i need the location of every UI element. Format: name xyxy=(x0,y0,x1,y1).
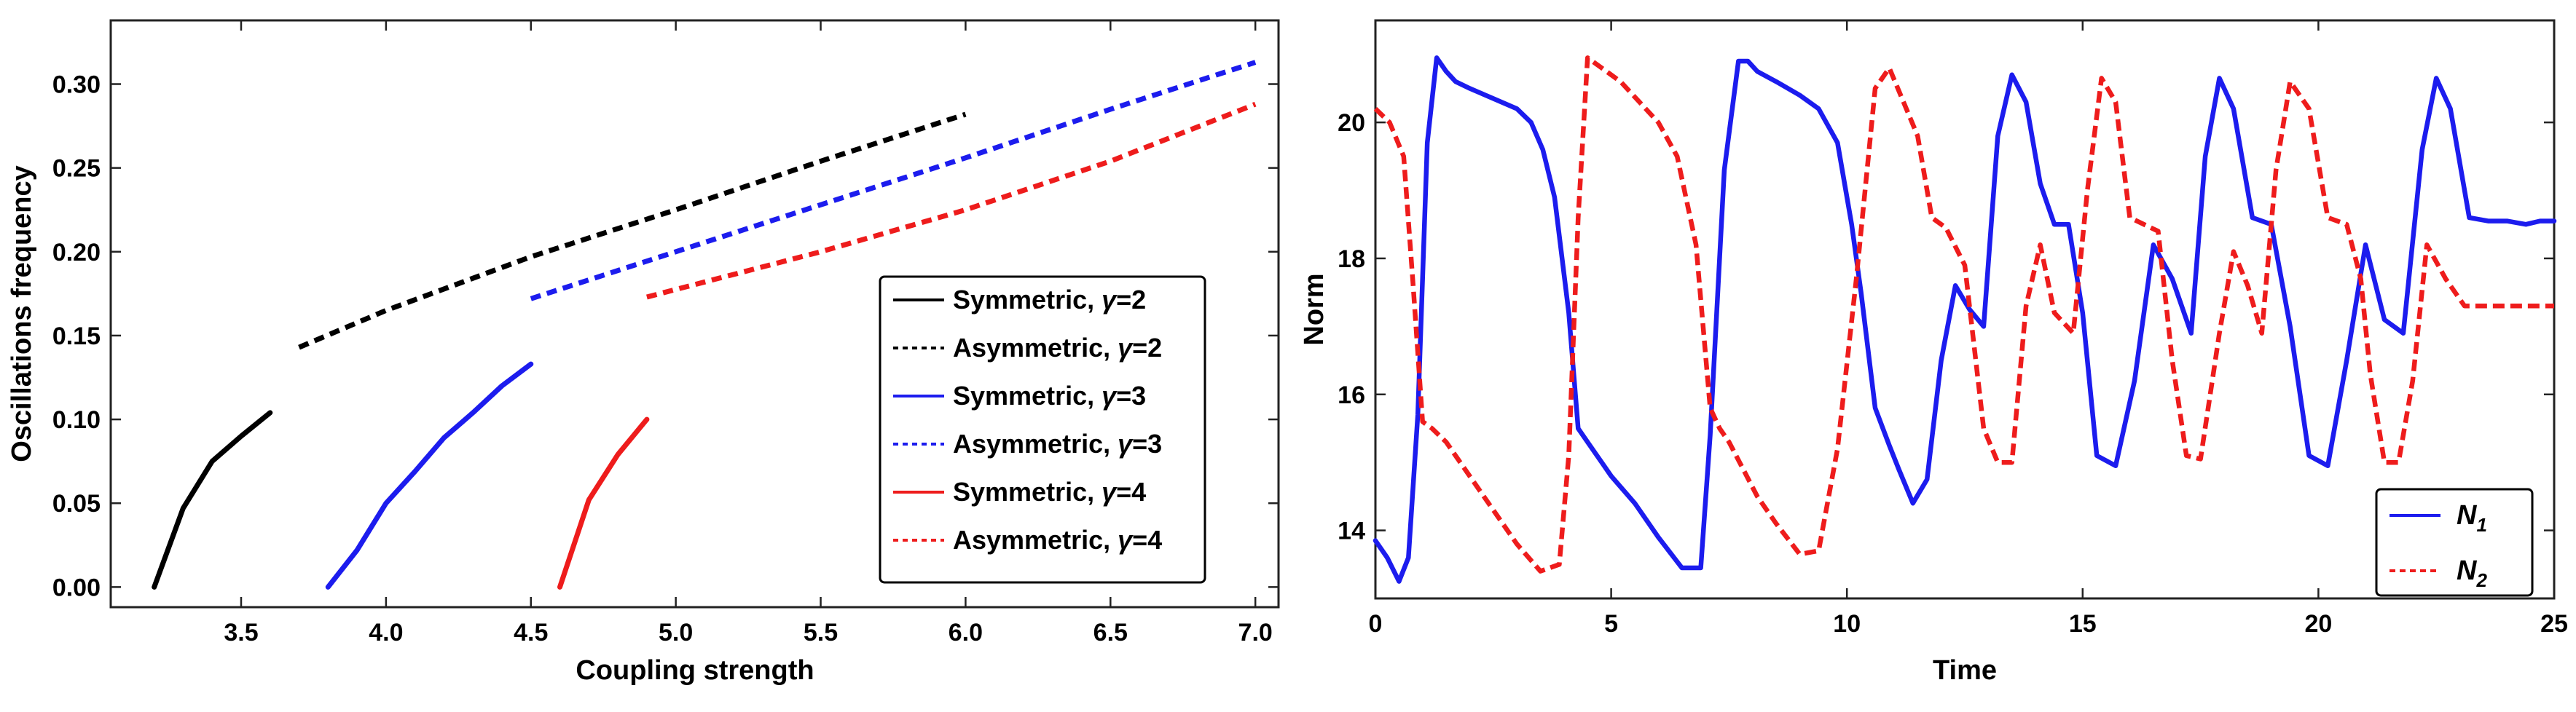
y-tick-label: 0.10 xyxy=(52,406,101,434)
legend-label-5: Asymmetric, γ=4 xyxy=(953,525,1162,555)
x-tick-label: 25 xyxy=(2540,610,2568,638)
right-x-axis-label: Time xyxy=(1933,655,1997,686)
left-legend: Symmetric, γ=2 Asymmetric, γ=2 Symmetric, … xyxy=(879,275,1206,584)
left-x-axis-label: Coupling strength xyxy=(576,655,814,686)
x-tick-label: 5.5 xyxy=(804,619,838,646)
right-plot-frame xyxy=(1374,19,2556,600)
x-tick-label: 5 xyxy=(1604,610,1618,638)
x-tick-label: 10 xyxy=(1833,610,1861,638)
x-tick-label: 15 xyxy=(2069,610,2097,638)
x-tick-label: 3.5 xyxy=(224,619,258,646)
x-tick-label: 7.0 xyxy=(1238,619,1273,646)
y-tick-label: 0.05 xyxy=(52,490,101,518)
left-legend-box xyxy=(879,275,1206,584)
right-legend: N1 N2 xyxy=(2375,488,2534,597)
series-line-left-4 xyxy=(557,416,650,590)
legend-label-right-0: N1 xyxy=(2457,500,2487,536)
y-tick-label: 18 xyxy=(1338,245,1365,273)
left-y-axis-label: Oscillations frequency xyxy=(7,165,37,462)
x-tick-label: 6.0 xyxy=(949,619,983,646)
series-line-right-1 xyxy=(1373,55,2554,574)
legend-label-4: Symmetric, γ=4 xyxy=(953,477,1146,507)
x-tick-label: 5.0 xyxy=(659,619,693,646)
legend-label-3: Asymmetric, γ=3 xyxy=(953,429,1162,459)
left-plot-frame xyxy=(109,19,1280,609)
x-tick-label: 20 xyxy=(2304,610,2332,638)
legend-label-1: Asymmetric, γ=2 xyxy=(953,333,1162,363)
series-line-left-5 xyxy=(646,101,1257,300)
legend-label-0: Symmetric, γ=2 xyxy=(953,285,1146,315)
series-line-right-0 xyxy=(1373,55,2557,584)
legend-label-right-1: N2 xyxy=(2457,555,2487,591)
y-tick-label: 14 xyxy=(1338,518,1365,545)
y-tick-label: 0.30 xyxy=(52,71,101,99)
legend-label-2: Symmetric, γ=3 xyxy=(953,381,1146,411)
y-tick-label: 0.15 xyxy=(52,323,101,350)
right-panel-norm-vs-time: 0 5 10 15 20 25 14 16 18 20 Time Norm N1 N2 xyxy=(1299,19,2568,686)
series-line-left-1 xyxy=(298,111,967,350)
x-tick-label: 0 xyxy=(1369,610,1383,638)
series-line-left-0 xyxy=(152,410,273,590)
x-tick-label: 6.5 xyxy=(1093,619,1128,646)
right-y-axis-label: Norm xyxy=(1299,273,1330,345)
right-legend-box xyxy=(2375,488,2534,597)
y-tick-label: 20 xyxy=(1338,109,1365,137)
left-panel-frequency-vs-coupling: 3.5 4.0 4.5 5.0 5.5 6.0 6.5 7.0 0.00 0.05 0.10 0.1… xyxy=(7,19,1280,686)
x-tick-label: 4.0 xyxy=(369,619,403,646)
y-tick-label: 16 xyxy=(1338,381,1365,409)
y-tick-label: 0.00 xyxy=(52,574,101,601)
x-tick-label: 4.5 xyxy=(514,619,548,646)
y-tick-label: 0.25 xyxy=(52,155,101,183)
series-line-left-3 xyxy=(530,60,1257,301)
series-line-left-2 xyxy=(325,361,534,590)
y-tick-label: 0.20 xyxy=(52,239,101,266)
